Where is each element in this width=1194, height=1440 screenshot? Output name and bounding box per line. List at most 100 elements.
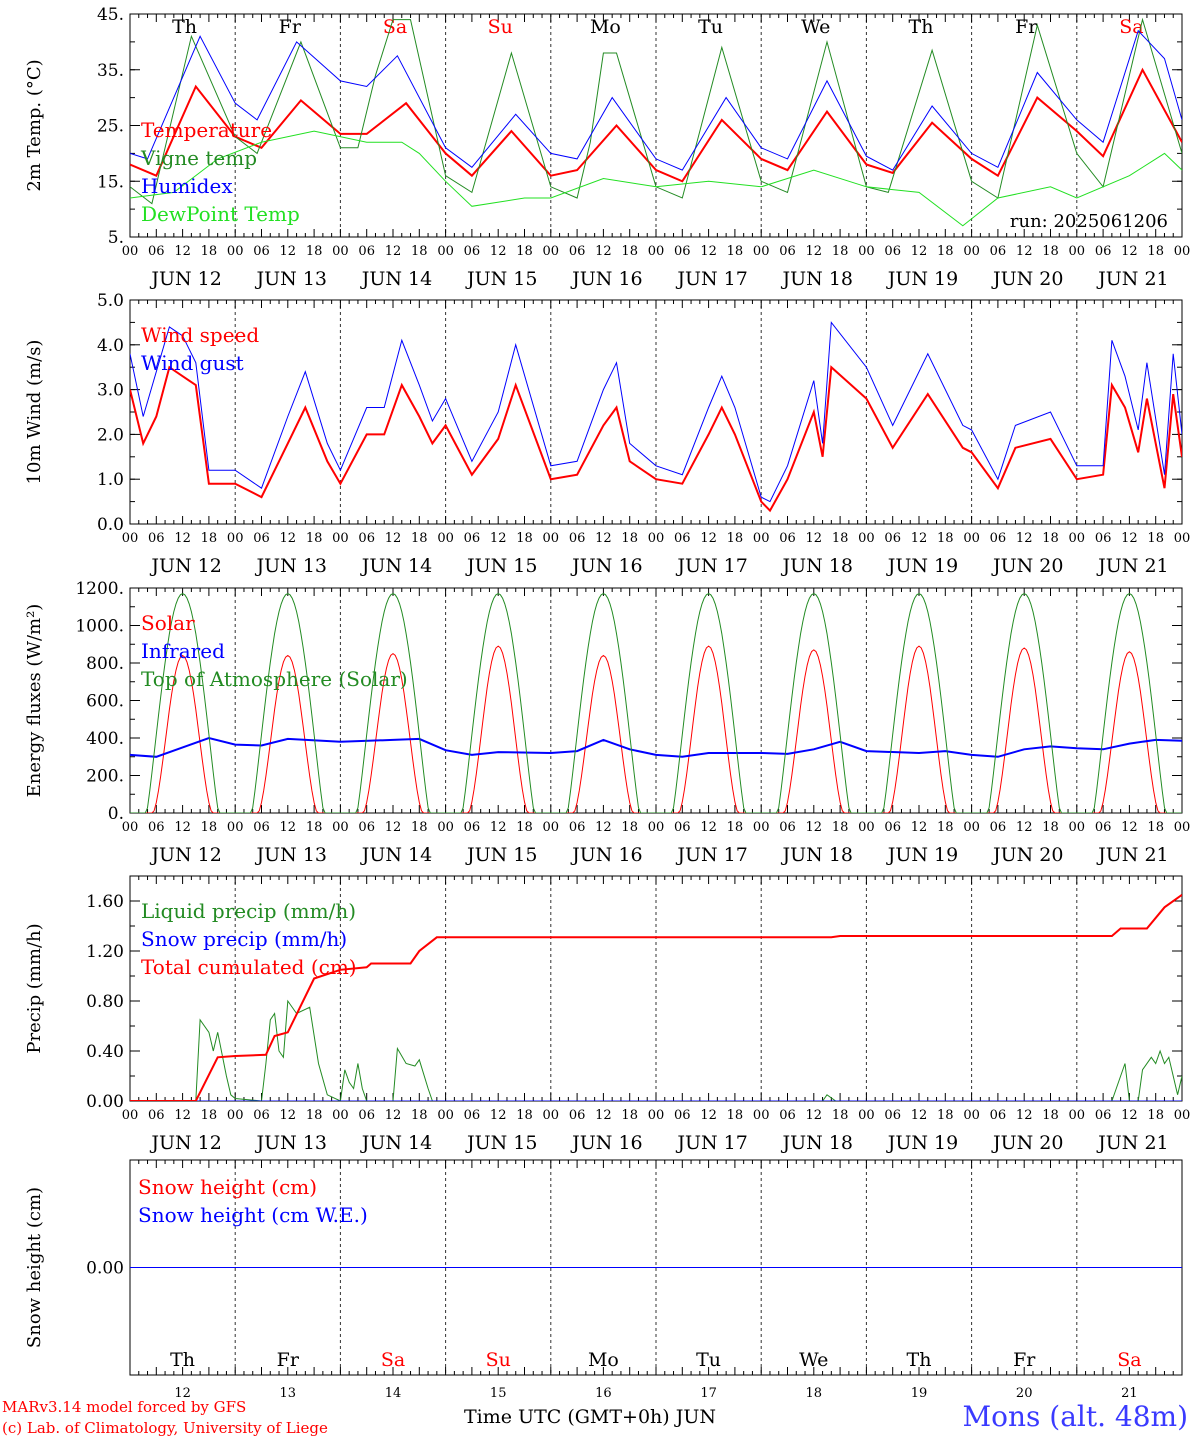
- date-label: JUN 14: [360, 844, 432, 866]
- date-label: JUN 20: [991, 555, 1063, 577]
- date-label: JUN 15: [465, 555, 537, 577]
- hour-label: 18: [201, 531, 218, 546]
- hour-label: 00: [963, 244, 980, 259]
- date-label: JUN 20: [991, 268, 1063, 290]
- hour-label: 12: [806, 820, 823, 835]
- hour-label: 00: [1069, 531, 1086, 546]
- y-axis-label: Energy fluxes (W/m²): [24, 604, 45, 798]
- hour-label: 00: [543, 244, 560, 259]
- date-label: JUN 12: [149, 268, 221, 290]
- hour-label: 18: [1147, 1108, 1164, 1123]
- hour-label: 12: [1121, 531, 1138, 546]
- dow-label: Fr: [277, 1349, 300, 1371]
- hour-label: 18: [201, 820, 218, 835]
- hour-label: 06: [464, 1108, 481, 1123]
- date-label: JUN 13: [255, 1132, 327, 1154]
- y-tick-label: 2.0: [97, 425, 124, 445]
- series-line: [130, 29, 1182, 171]
- hour-label: 12: [806, 1108, 823, 1123]
- date-label: JUN 12: [149, 844, 221, 866]
- date-label: JUN 16: [570, 1132, 642, 1154]
- date-label: JUN 12: [149, 555, 221, 577]
- y-axis-label: 10m Wind (m/s): [24, 340, 45, 485]
- hour-label: 00: [122, 1108, 139, 1123]
- y-tick-label: 0.00: [86, 1092, 124, 1112]
- y-tick-label: 800.: [86, 654, 124, 674]
- date-label: JUN 15: [465, 268, 537, 290]
- hour-label: 18: [411, 1108, 428, 1123]
- day-number: 21: [1121, 1386, 1138, 1401]
- date-label: JUN 21: [1096, 268, 1168, 290]
- hour-label: 18: [937, 244, 954, 259]
- panel-frame: [129, 299, 1183, 525]
- hour-label: 12: [595, 531, 612, 546]
- hour-label: 06: [1095, 531, 1112, 546]
- hour-label: 00: [227, 531, 244, 546]
- y-tick-label: 1.0: [97, 470, 124, 490]
- hour-label: 12: [280, 244, 297, 259]
- y-tick-label: 5.: [108, 228, 124, 248]
- hour-label: 06: [464, 244, 481, 259]
- hour-label: 00: [332, 820, 349, 835]
- hour-label: 06: [148, 1108, 165, 1123]
- hour-label: 12: [1016, 531, 1033, 546]
- hour-label: 06: [884, 244, 901, 259]
- hour-label: 00: [332, 531, 349, 546]
- hour-label: 06: [464, 531, 481, 546]
- hour-label: 18: [937, 531, 954, 546]
- y-tick-label: 25.: [97, 117, 124, 137]
- run-label: run: 2025061206: [1010, 211, 1168, 232]
- hour-label: 00: [858, 244, 875, 259]
- day-number: 19: [911, 1386, 928, 1401]
- hour-label: 00: [963, 531, 980, 546]
- y-tick-label: 4.0: [97, 336, 124, 356]
- date-label: JUN 18: [781, 268, 853, 290]
- hour-label: 18: [516, 820, 533, 835]
- date-label: JUN 19: [886, 555, 958, 577]
- hour-label: 00: [648, 531, 665, 546]
- dow-label: Fr: [279, 16, 302, 38]
- y-tick-label: 400.: [86, 729, 124, 749]
- hour-label: 18: [727, 1108, 744, 1123]
- hour-label: 12: [700, 820, 717, 835]
- hour-label: 18: [832, 244, 849, 259]
- hour-label: 06: [358, 1108, 375, 1123]
- series-line: [130, 67, 1182, 183]
- date-label: JUN 21: [1096, 1132, 1168, 1154]
- legend-entry: Solar: [141, 611, 195, 635]
- hour-label: 06: [358, 531, 375, 546]
- dow-label: We: [799, 1349, 828, 1371]
- date-label: JUN 16: [570, 555, 642, 577]
- hour-label: 12: [385, 244, 402, 259]
- series-line: [130, 893, 1182, 1101]
- date-label: JUN 16: [570, 844, 642, 866]
- hour-label: 06: [990, 531, 1007, 546]
- y-tick-label: 1.20: [86, 942, 124, 962]
- hour-label: 12: [806, 531, 823, 546]
- hour-label: 00: [753, 1108, 770, 1123]
- date-label: JUN 20: [991, 844, 1063, 866]
- hour-label: 12: [490, 531, 507, 546]
- hour-label: 18: [621, 244, 638, 259]
- hour-label: 18: [516, 244, 533, 259]
- day-number: 16: [595, 1386, 612, 1401]
- hour-label: 06: [884, 531, 901, 546]
- dow-label: Su: [488, 16, 513, 38]
- hour-label: 00: [227, 1108, 244, 1123]
- hour-label: 00: [648, 1108, 665, 1123]
- hour-label: 00: [963, 1108, 980, 1123]
- y-tick-label: 200.: [86, 767, 124, 787]
- hour-label: 06: [464, 820, 481, 835]
- hour-label: 00: [1174, 1108, 1191, 1123]
- y-tick-label: 0.00: [86, 1259, 124, 1279]
- legend-entry: Snow precip (mm/h): [141, 927, 347, 951]
- hour-label: 06: [358, 244, 375, 259]
- dow-label: Sa: [1117, 1349, 1141, 1371]
- day-number: 14: [385, 1386, 402, 1401]
- date-label: JUN 14: [360, 1132, 432, 1154]
- hour-label: 12: [490, 820, 507, 835]
- hour-label: 12: [174, 820, 191, 835]
- hour-label: 06: [990, 820, 1007, 835]
- hour-label: 00: [332, 1108, 349, 1123]
- y-axis-label: 2m Temp. (°C): [24, 59, 45, 191]
